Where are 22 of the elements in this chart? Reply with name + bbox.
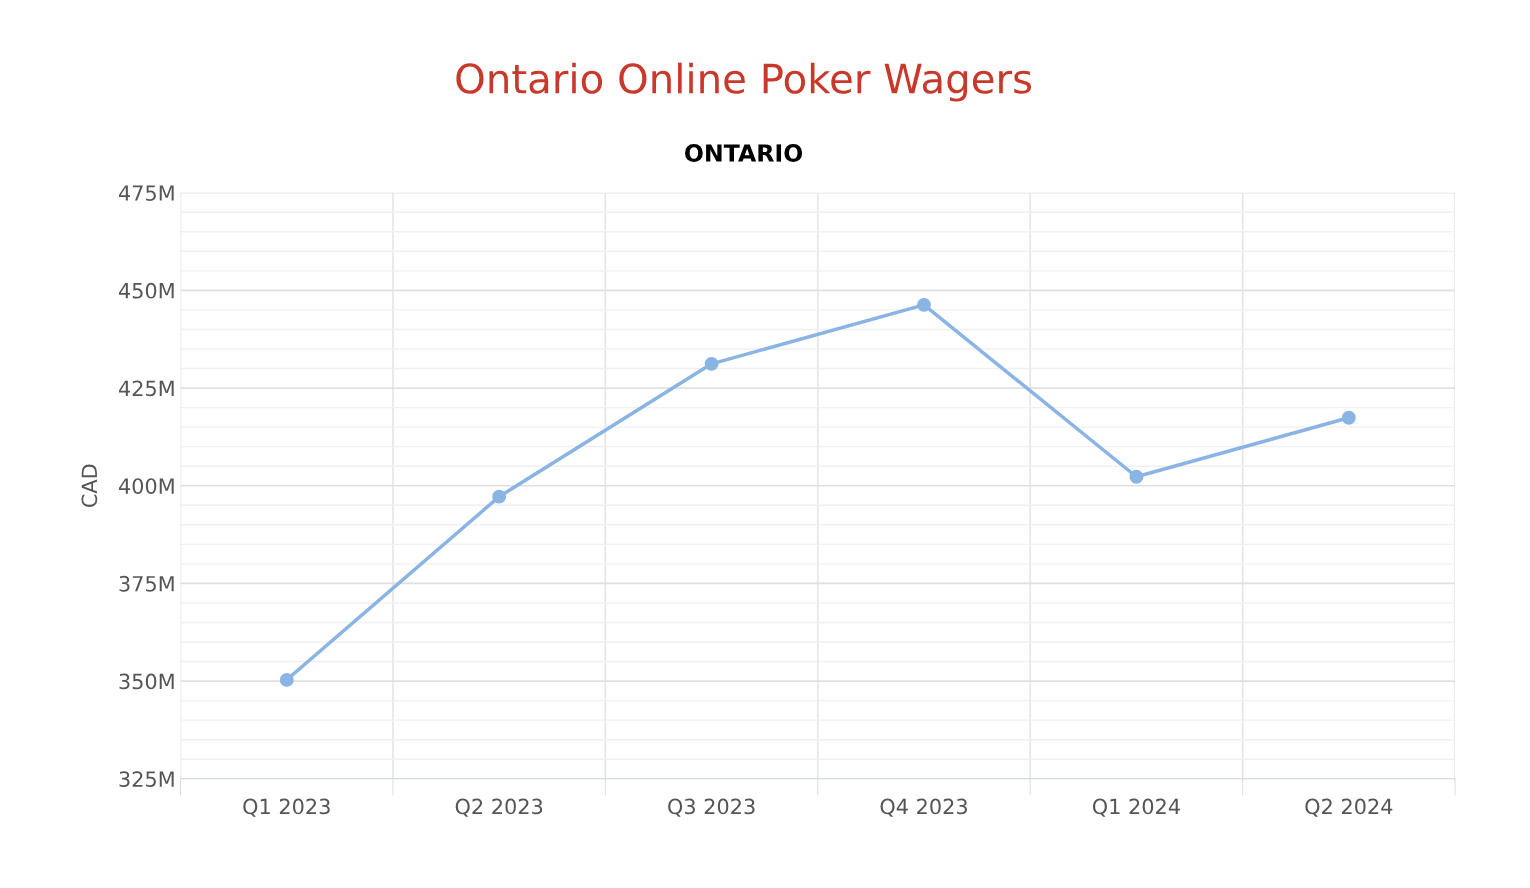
y-tick-label: 425M: [118, 380, 174, 397]
y-tick-label: 350M: [119, 673, 174, 690]
x-tick-label: Q1 2024: [1092, 798, 1180, 817]
y-tick-label: 400M: [118, 478, 174, 494]
y-tick-label: 450M: [118, 282, 174, 299]
point: [1129, 469, 1144, 484]
x-tick-label: Q2 2023: [455, 798, 543, 817]
x-tick-label: Q4 2023: [880, 798, 967, 817]
point: [279, 672, 294, 687]
point: [492, 489, 507, 504]
y-axis-title: CAD: [81, 464, 98, 507]
point: [1341, 410, 1356, 425]
y-tick-label: 325M: [119, 771, 174, 787]
point: [704, 356, 719, 371]
point: [917, 297, 931, 312]
y-tick-label: 375M: [119, 575, 174, 592]
chart-title: Ontario Online Poker Wagers: [456, 62, 1032, 102]
chart-subtitle: ONTARIO: [685, 144, 803, 162]
x-tick-label: Q3 2023: [668, 798, 755, 817]
x-tick-label: Q2 2024: [1305, 798, 1393, 817]
x-tick-label: Q1 2023: [243, 798, 330, 817]
y-tick-label: 475M: [118, 185, 174, 201]
